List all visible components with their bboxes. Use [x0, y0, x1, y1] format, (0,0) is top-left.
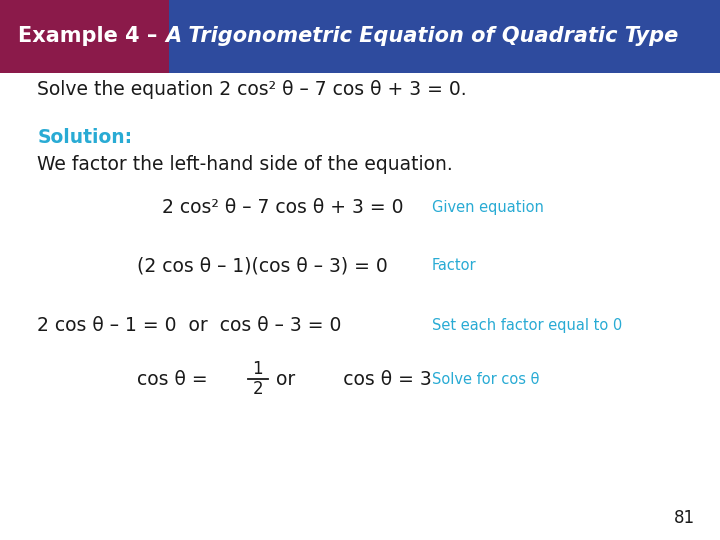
Text: (2 cos θ – 1)(cos θ – 3) = 0: (2 cos θ – 1)(cos θ – 3) = 0: [137, 256, 387, 275]
Text: 81: 81: [674, 509, 695, 528]
Text: Solve the equation 2 cos² θ – 7 cos θ + 3 = 0.: Solve the equation 2 cos² θ – 7 cos θ + …: [37, 79, 467, 99]
Text: 1: 1: [253, 360, 263, 379]
Text: Set each factor equal to 0: Set each factor equal to 0: [432, 318, 622, 333]
Text: Solution:: Solution:: [37, 128, 132, 147]
Text: 2 cos² θ – 7 cos θ + 3 = 0: 2 cos² θ – 7 cos θ + 3 = 0: [162, 198, 403, 218]
Text: cos θ =: cos θ =: [137, 369, 213, 389]
Text: Factor: Factor: [432, 258, 477, 273]
Text: 2 cos θ – 1 = 0  or  cos θ – 3 = 0: 2 cos θ – 1 = 0 or cos θ – 3 = 0: [37, 315, 342, 335]
Text: We factor the left-hand side of the equation.: We factor the left-hand side of the equa…: [37, 155, 453, 174]
Text: Example 4 –: Example 4 –: [18, 26, 165, 46]
Text: 2: 2: [253, 380, 263, 399]
Text: Solve for cos θ: Solve for cos θ: [432, 372, 539, 387]
Text: Given equation: Given equation: [432, 200, 544, 215]
Text: or        cos θ = 3: or cos θ = 3: [270, 369, 432, 389]
Text: A Trigonometric Equation of Quadratic Type: A Trigonometric Equation of Quadratic Ty…: [166, 26, 679, 46]
